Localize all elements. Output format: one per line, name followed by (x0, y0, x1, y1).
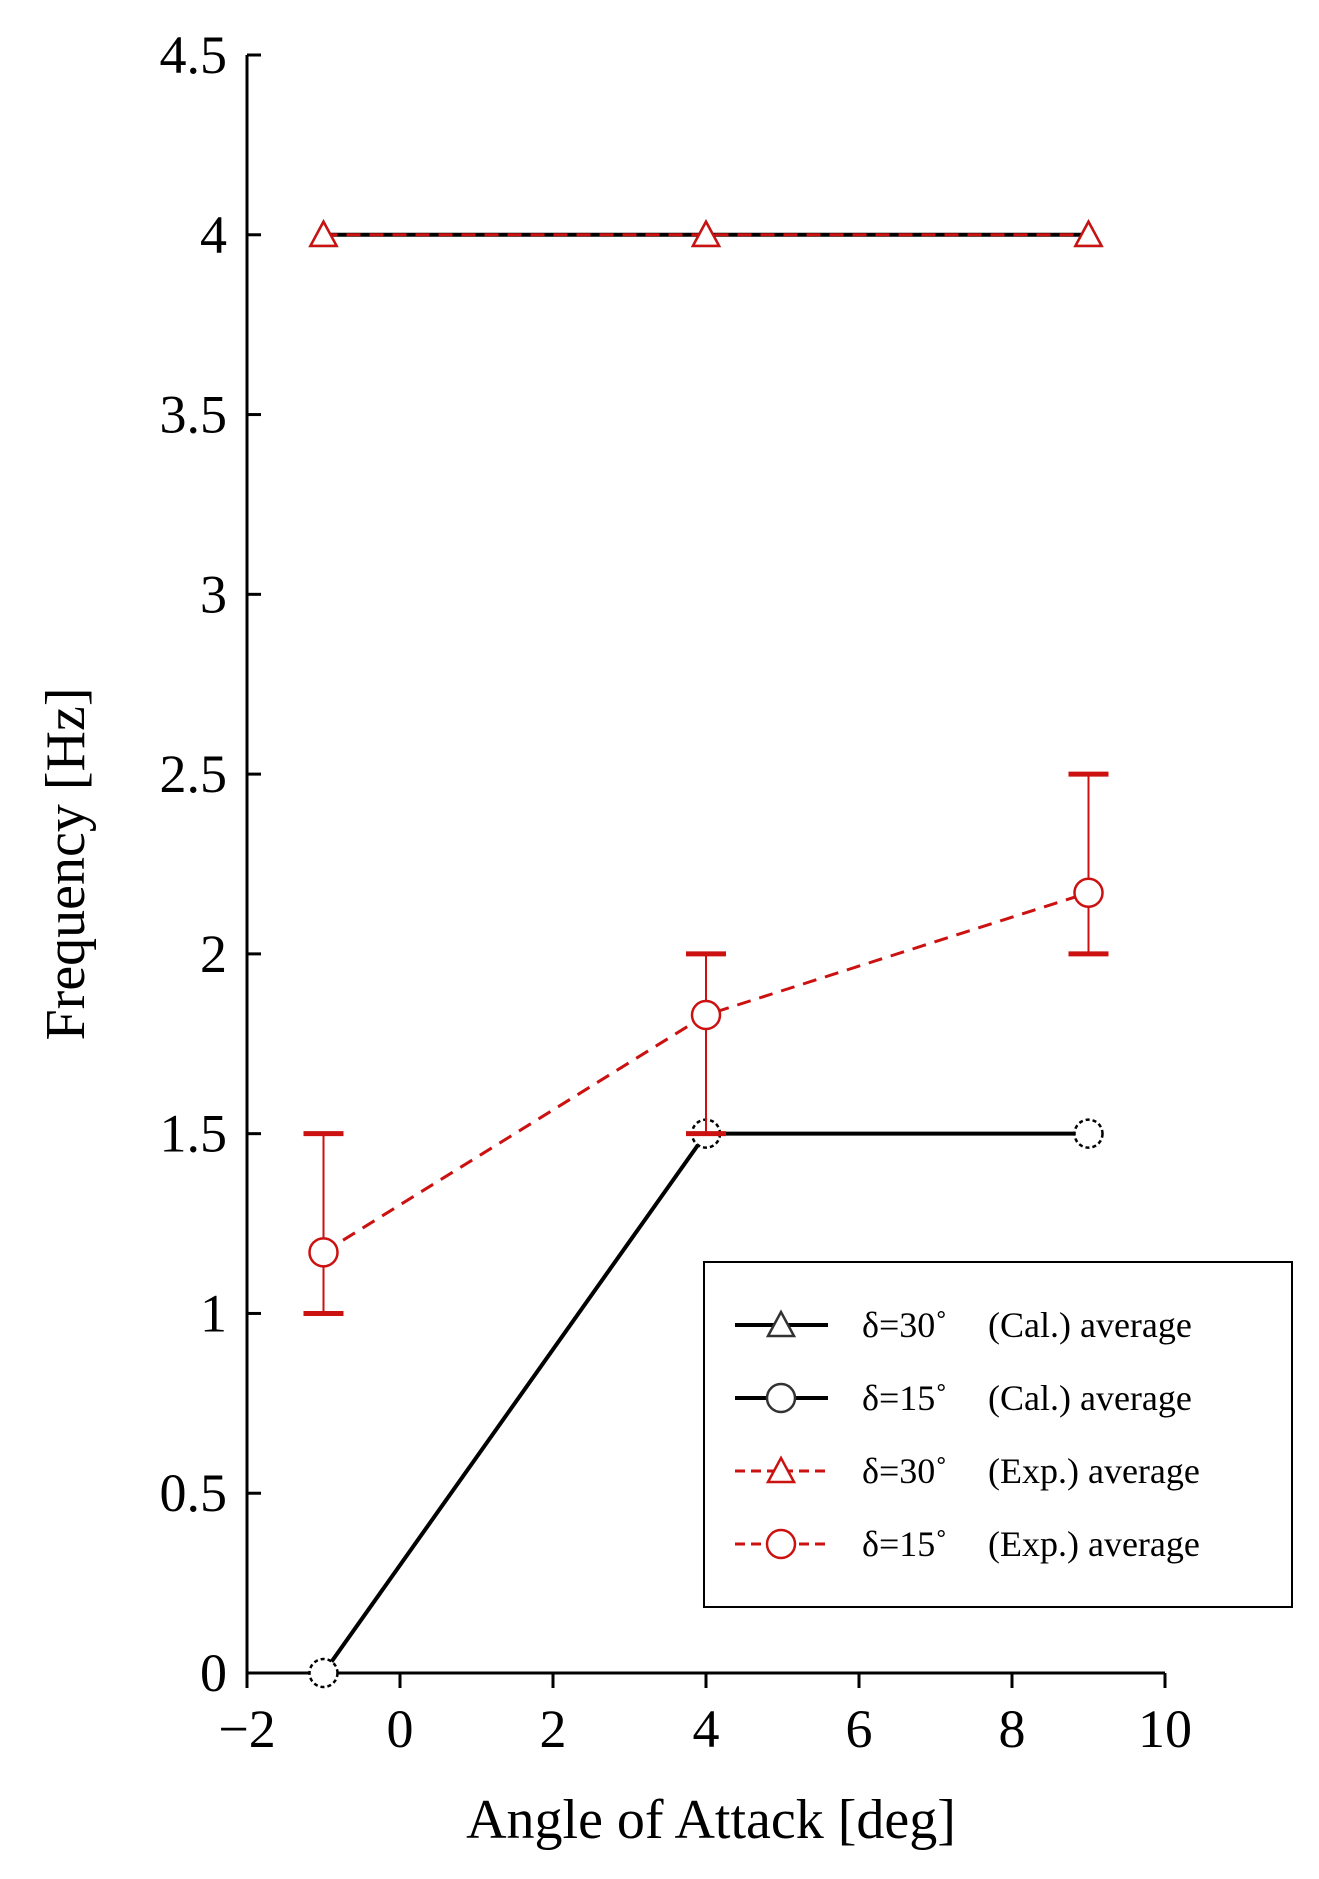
y-tick-label: 2 (200, 924, 227, 984)
legend-delta-label: δ=30˚ (862, 1451, 947, 1491)
y-tick-label: 0 (200, 1643, 227, 1703)
data-point (690, 999, 722, 1031)
y-tick-label: 0.5 (160, 1463, 228, 1523)
legend-delta-label: δ=15˚ (862, 1378, 947, 1418)
y-tick-label: 4.5 (160, 25, 228, 85)
legend-delta-label: δ=30˚ (862, 1305, 947, 1345)
legend-marker (765, 1309, 797, 1338)
legend: δ=30˚ (Cal.) average δ=15˚ (Cal.) average δ=… (703, 1261, 1293, 1608)
data-point (690, 219, 722, 248)
x-axis-title: Angle of Attack [deg] (466, 1789, 956, 1851)
x-tick-label: 4 (693, 1699, 720, 1759)
plot-area (303, 219, 1109, 1689)
data-point (308, 1237, 339, 1268)
legend-marker (765, 1382, 797, 1414)
y-tick-label: 3.5 (160, 385, 228, 445)
y-tick-label: 3 (200, 564, 227, 624)
y-axis-title: Frequency [Hz] (35, 688, 97, 1041)
y-tick-label: 4 (200, 205, 227, 265)
y-tick-label: 1.5 (160, 1104, 228, 1164)
legend-desc-label: (Cal.) average (988, 1378, 1192, 1418)
x-tick-label: 2 (540, 1699, 567, 1759)
legend-desc-label: (Exp.) average (988, 1451, 1200, 1491)
x-tick-label: −2 (218, 1699, 275, 1759)
x-tick-label: 8 (999, 1699, 1026, 1759)
x-ticks: −2 0 2 4 6 8 10 (218, 1673, 1192, 1759)
series-2 (308, 219, 1104, 248)
legend-marker (765, 1455, 797, 1484)
legend-delta-label: δ=15˚ (862, 1524, 947, 1564)
y-tick-label: 2.5 (160, 744, 228, 804)
legend-desc-label: (Exp.) average (988, 1524, 1200, 1564)
data-point (1073, 877, 1104, 909)
data-point (308, 219, 339, 248)
x-tick-label: 10 (1138, 1699, 1192, 1759)
y-ticks: 0 0.5 1 1.5 2 2.5 3 3.5 4 4.5 (160, 25, 261, 1703)
data-point (1073, 219, 1104, 248)
x-tick-label: 0 (387, 1699, 414, 1759)
legend-marker (765, 1528, 797, 1560)
x-tick-label: 6 (846, 1699, 873, 1759)
data-point (308, 1657, 339, 1689)
series-3 (303, 771, 1109, 1316)
legend-desc-label: (Cal.) average (988, 1305, 1192, 1345)
data-point (1073, 1118, 1104, 1149)
legend-box (703, 1261, 1293, 1608)
y-tick-label: 1 (200, 1283, 227, 1343)
